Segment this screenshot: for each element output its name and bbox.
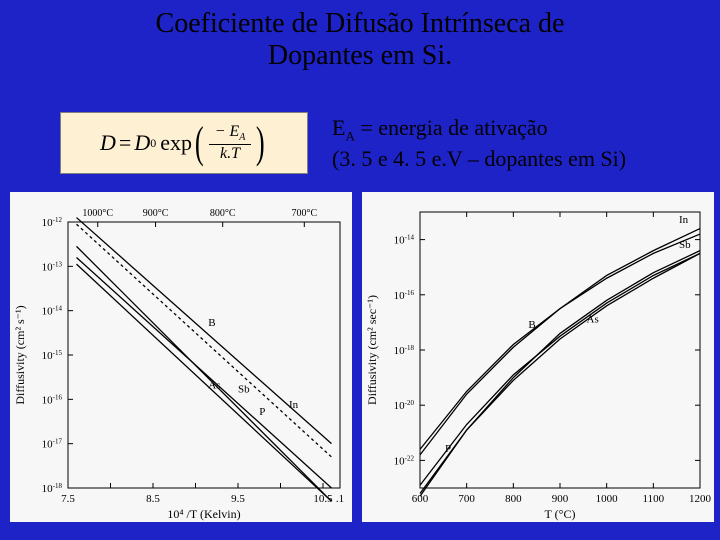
svg-text:10⁴ /T (Kelvin): 10⁴ /T (Kelvin) bbox=[167, 507, 240, 521]
svg-text:10-22: 10-22 bbox=[394, 454, 415, 467]
eq-equals: = bbox=[116, 130, 134, 156]
svg-text:10-12: 10-12 bbox=[42, 216, 63, 229]
svg-text:In: In bbox=[679, 214, 689, 226]
svg-text:8.5: 8.5 bbox=[146, 493, 160, 505]
svg-text:900: 900 bbox=[552, 493, 569, 505]
page-title: Coeficiente de Difusão Intrínseca de Dop… bbox=[0, 8, 720, 72]
svg-text:10-18: 10-18 bbox=[42, 482, 63, 495]
svg-text:10.5: 10.5 bbox=[313, 493, 333, 505]
eq-num: − EA bbox=[209, 124, 252, 145]
chart-right-svg: 10-1410-1610-1810-2010-22600700800900100… bbox=[362, 192, 714, 522]
svg-text:.1: .1 bbox=[336, 493, 344, 505]
svg-text:800: 800 bbox=[505, 493, 522, 505]
equation-box: D = D0 exp ( − EA k.T ) bbox=[60, 112, 308, 174]
svg-text:10-14: 10-14 bbox=[394, 234, 415, 247]
svg-text:800°C: 800°C bbox=[210, 208, 236, 219]
eq-rparen: ) bbox=[256, 123, 265, 163]
svg-text:10-20: 10-20 bbox=[394, 399, 415, 412]
svg-text:1200: 1200 bbox=[689, 493, 712, 505]
svg-text:10-13: 10-13 bbox=[42, 260, 63, 273]
title-line2: Dopantes em Si. bbox=[268, 40, 452, 71]
title-line1: Coeficiente de Difusão Intrínseca de bbox=[156, 8, 565, 39]
svg-text:Sb: Sb bbox=[679, 239, 691, 251]
svg-text:700: 700 bbox=[458, 493, 475, 505]
chart-left-svg: 10-12 10-13 10-14 10-15 10-16 10-17 10-187.5 8.… bbox=[10, 192, 352, 522]
eq-D0base: D bbox=[134, 130, 150, 156]
eq-exp: exp bbox=[160, 130, 192, 156]
svg-text:B: B bbox=[208, 317, 215, 329]
eq-fraction: − EA k.T bbox=[209, 124, 252, 162]
caption-line2: (3. 5 e 4. 5 e.V – dopantes em Si) bbox=[332, 146, 626, 171]
svg-text:10-14: 10-14 bbox=[42, 305, 63, 318]
slide: Coeficiente de Difusão Intrínseca de Dop… bbox=[0, 0, 720, 540]
svg-text:In: In bbox=[289, 399, 299, 411]
eq-D0sup: 0 bbox=[150, 136, 156, 151]
diffusivity-temperature-chart: 10-1410-1610-1810-2010-22600700800900100… bbox=[362, 192, 714, 522]
equation: D = D0 exp ( − EA k.T ) bbox=[100, 123, 268, 163]
diffusivity-arrhenius-chart: 10-12 10-13 10-14 10-15 10-16 10-17 10-187.5 8.… bbox=[10, 192, 352, 522]
svg-text:1000: 1000 bbox=[596, 493, 619, 505]
caption-line1-pre: E bbox=[332, 115, 345, 140]
svg-text:9.5: 9.5 bbox=[231, 493, 245, 505]
svg-text:As: As bbox=[208, 379, 220, 391]
svg-text:T (°C): T (°C) bbox=[545, 507, 576, 521]
caption: EA = energia de ativação (3. 5 e 4. 5 e.… bbox=[332, 114, 700, 172]
svg-text:10-18: 10-18 bbox=[394, 344, 415, 357]
svg-text:10-16: 10-16 bbox=[394, 289, 415, 302]
svg-text:7.5: 7.5 bbox=[61, 493, 75, 505]
eq-D: D bbox=[100, 130, 116, 156]
svg-text:P: P bbox=[259, 406, 265, 418]
svg-text:P: P bbox=[445, 443, 451, 455]
svg-text:Diffusivity (cm² sec⁻¹): Diffusivity (cm² sec⁻¹) bbox=[365, 295, 379, 405]
svg-text:900°C: 900°C bbox=[143, 208, 169, 219]
eq-den: k.T bbox=[214, 145, 246, 162]
caption-line1-sub: A bbox=[345, 128, 354, 143]
svg-text:10-17: 10-17 bbox=[42, 438, 63, 451]
svg-text:10-16: 10-16 bbox=[42, 393, 63, 406]
svg-text:Sb: Sb bbox=[238, 384, 250, 396]
svg-text:1100: 1100 bbox=[643, 493, 665, 505]
eq-lparen: ( bbox=[195, 123, 204, 163]
svg-text:1000°C: 1000°C bbox=[82, 208, 113, 219]
svg-text:B: B bbox=[528, 319, 535, 331]
svg-text:10-15: 10-15 bbox=[42, 349, 63, 362]
caption-line1-post: = energia de ativação bbox=[355, 115, 548, 140]
svg-text:As: As bbox=[587, 313, 599, 325]
svg-text:Diffusivity (cm² s⁻¹): Diffusivity (cm² s⁻¹) bbox=[13, 305, 27, 404]
svg-text:700°C: 700°C bbox=[291, 208, 317, 219]
